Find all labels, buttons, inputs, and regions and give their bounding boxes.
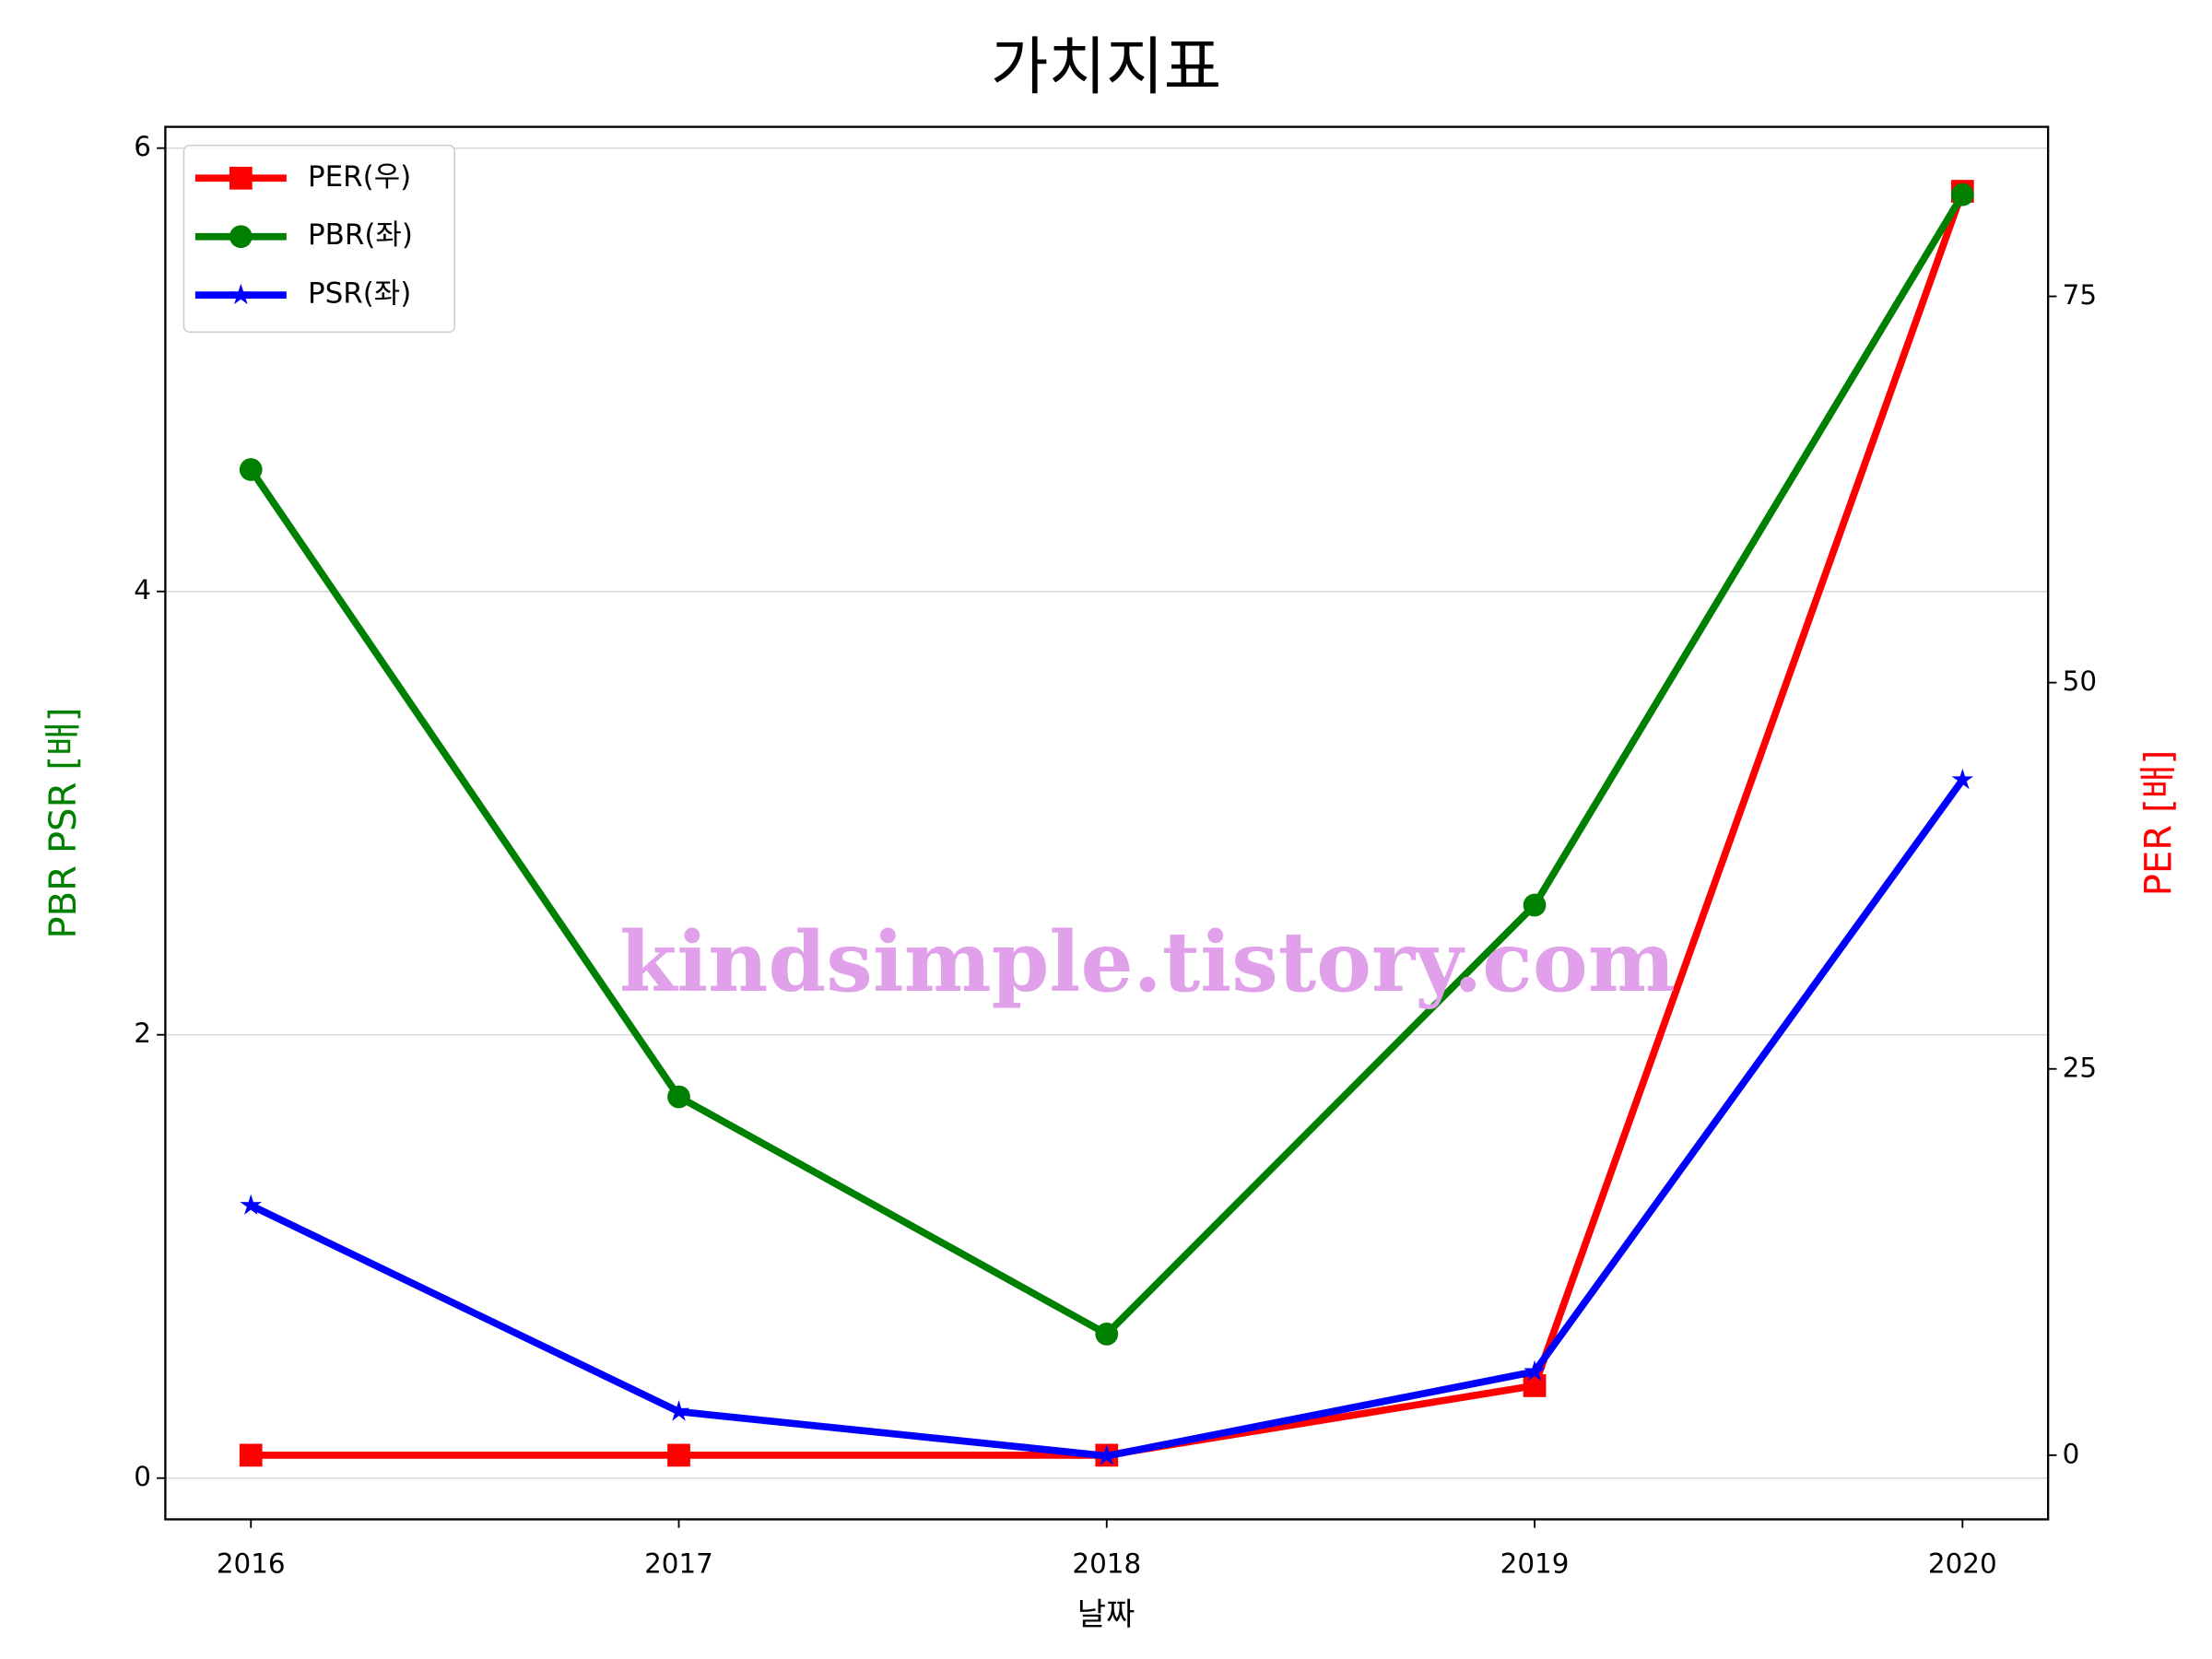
y2-tick-label: 50 [2063,665,2097,697]
x-axis-label: 날짜 [1077,1596,1135,1633]
x-tick-label: 2019 [1500,1547,1570,1579]
y-tick-label: 4 [134,574,151,606]
y2-axis-label: PER [배] [2137,750,2180,897]
y2-tick-label: 75 [2063,279,2097,311]
marker [667,1085,690,1109]
x-tick-label: 2020 [1928,1547,1997,1579]
y-tick-label: 0 [134,1461,151,1492]
marker [1095,1323,1119,1346]
marker [229,225,253,249]
legend-label: PBR(좌) [308,218,413,252]
marker [240,1194,263,1215]
marker [1096,1444,1118,1465]
marker [239,1443,263,1467]
marker [229,283,253,305]
x-tick-label: 2016 [217,1547,286,1579]
legend-box [182,144,456,334]
marker [1950,182,1974,206]
marker [239,458,263,481]
y2-tick-label: 25 [2063,1052,2097,1083]
legend: PER(우) PBR(좌) PSR(좌) [182,144,456,334]
y-tick-label: 6 [134,131,151,162]
legend-label: PER(우) [308,160,411,194]
marker [667,1400,690,1421]
x-tick-label: 2017 [644,1547,713,1579]
marker [1523,1374,1547,1397]
marker [1951,768,1974,790]
marker [229,166,253,190]
y-tick-label: 2 [134,1018,151,1049]
marker [1523,893,1547,917]
marker [667,1443,690,1467]
watermark: kindsimple.tistory.com [619,914,1676,1011]
y2-tick-label: 0 [2063,1438,2080,1469]
legend-label: PSR(좌) [308,277,411,311]
chart-title: 가치지표 [991,31,1221,104]
marker [1524,1359,1546,1382]
y-axis-label: PBR PSR [배] [42,707,85,938]
plot-frame [164,125,2050,1521]
x-tick-label: 2018 [1072,1547,1141,1579]
